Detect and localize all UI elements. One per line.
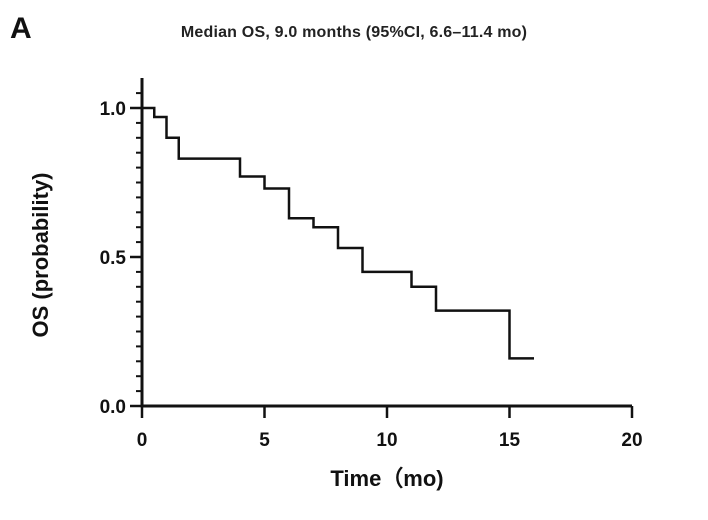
x-tick-label: 15 [499, 430, 521, 451]
chart-title: Median OS, 9.0 months (95%CI, 6.6–11.4 m… [180, 24, 528, 41]
y-tick-label: 1.0 [100, 99, 126, 120]
x-tick-label: 20 [621, 430, 642, 451]
x-tick-label: 5 [259, 430, 270, 451]
panel-label: A [10, 12, 32, 45]
y-tick-label: 0.0 [100, 397, 126, 418]
survival-curve-line [142, 106, 534, 360]
x-axis-title: Time（mo) [330, 466, 443, 491]
x-tick-label: 0 [137, 430, 148, 451]
axes [140, 78, 632, 408]
y-axis-title: OS (probability) [28, 173, 53, 338]
y-tick-label: 0.5 [100, 248, 127, 269]
tick-labels: 0.0 0.5 1.0 0 5 10 15 20 [100, 99, 643, 451]
survival-curve [142, 106, 534, 360]
ticks [130, 92, 634, 418]
x-tick-label: 10 [376, 430, 397, 451]
